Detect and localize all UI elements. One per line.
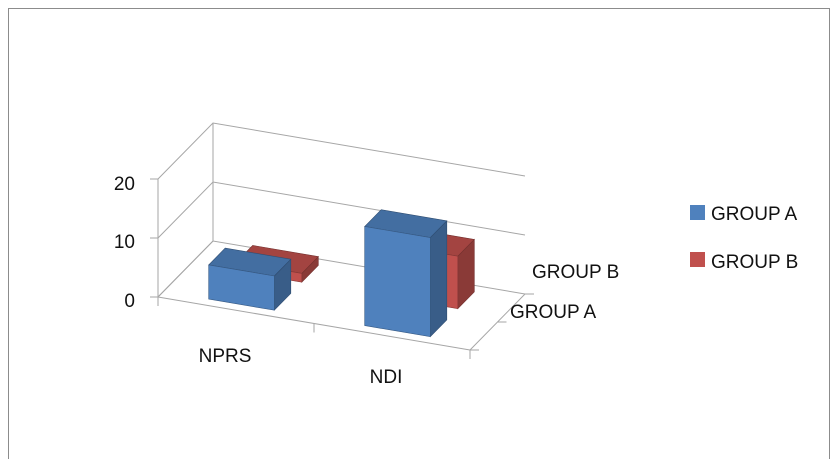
bar-group-a-ndi xyxy=(364,209,448,338)
legend-label-group-a: GROUP A xyxy=(711,204,798,225)
chart-walls xyxy=(150,122,534,359)
floor-edge xyxy=(157,240,214,298)
y-tick-label: 10 xyxy=(114,232,135,253)
x-category-label: NDI xyxy=(370,367,403,388)
legend-swatch-group-b xyxy=(690,252,705,267)
x-category-label: NPRS xyxy=(199,346,252,367)
chart-labels: 20 10 0 NPRS NDI GROUP B GROUP A xyxy=(114,174,619,388)
legend-label-group-b: GROUP B xyxy=(711,252,798,273)
y-tick-label: 20 xyxy=(114,174,135,195)
legend-swatch-group-a xyxy=(690,205,705,220)
bar-side-face xyxy=(429,220,448,338)
legend: GROUP A GROUP B xyxy=(690,204,798,273)
depth-axis-label: GROUP B xyxy=(532,262,619,283)
y-tick-label: 0 xyxy=(124,291,135,312)
bar-group-a-nprs xyxy=(208,247,292,311)
chart-bars xyxy=(208,209,475,338)
bar-front-face xyxy=(364,226,431,338)
bar-front-face xyxy=(208,264,275,311)
depth-axis-label: GROUP A xyxy=(510,302,597,323)
